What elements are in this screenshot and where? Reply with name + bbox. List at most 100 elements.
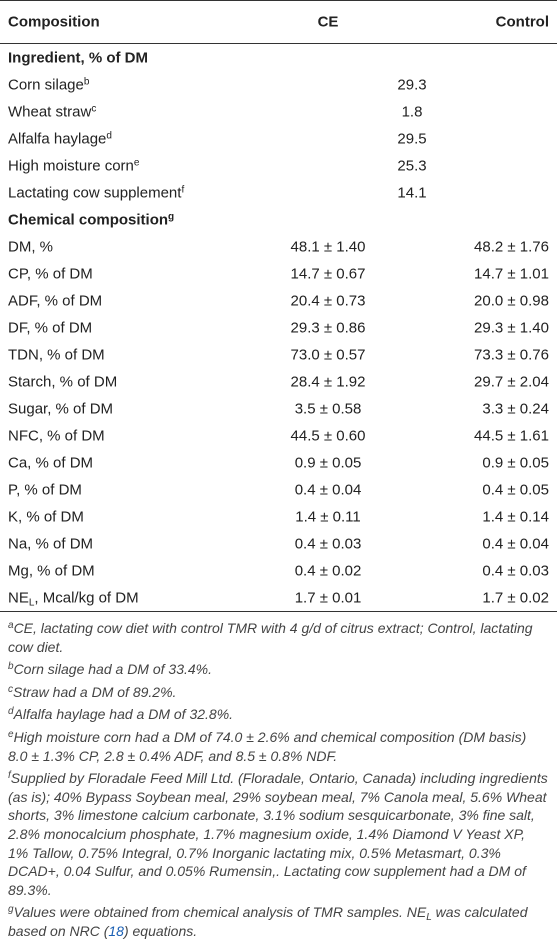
footnote-mark: b bbox=[8, 661, 14, 673]
cell-ce: 14.7 ± 0.67 bbox=[290, 265, 366, 282]
table-row: NEL, Mcal/kg of DM 1.7 ± 0.01 1.7 ± 0.02 bbox=[0, 584, 557, 611]
footnote-text: High moisture corn had a DM of 74.0 ± 2.… bbox=[8, 728, 527, 764]
cell-ce: 28.4 ± 1.92 bbox=[290, 373, 366, 390]
table-row: CP, % of DM 14.7 ± 0.67 14.7 ± 1.01 bbox=[0, 260, 557, 287]
row-label: CP, % of DM bbox=[8, 265, 93, 282]
row-label-text: Starch, % of DM bbox=[8, 373, 118, 390]
footnote: dAlfalfa haylage had a DM of 32.8%. bbox=[8, 705, 549, 724]
row-label-text: , Mcal/kg of DM bbox=[34, 589, 139, 606]
row-label-text: Sugar, % of DM bbox=[8, 400, 114, 417]
row-label: Sugar, % of DM bbox=[8, 400, 113, 417]
table-row: Ca, % of DM 0.9 ± 0.05 0.9 ± 0.05 bbox=[0, 449, 557, 476]
footnote: bCorn silage had a DM of 33.4%. bbox=[8, 660, 549, 679]
footnote-mark: d bbox=[8, 706, 14, 718]
table: Composition CE Control Ingredient, % of … bbox=[0, 0, 557, 612]
row-label: K, % of DM bbox=[8, 508, 84, 525]
cell-value: 14.1 bbox=[397, 184, 427, 201]
cell-control: 1.4 ± 0.14 bbox=[482, 508, 549, 525]
cell-control: 73.3 ± 0.76 bbox=[474, 346, 549, 363]
cell-control: 29.3 ± 1.40 bbox=[474, 319, 549, 336]
footnote: eHigh moisture corn had a DM of 74.0 ± 2… bbox=[8, 728, 549, 765]
table-row: Na, % of DM 0.4 ± 0.03 0.4 ± 0.04 bbox=[0, 530, 557, 557]
row-label-text: CP, % of DM bbox=[8, 265, 93, 282]
row-label: Wheat strawc bbox=[8, 103, 96, 120]
cell-value: 29.3 bbox=[397, 76, 427, 93]
footnote: fSupplied by Floradale Feed Mill Ltd. (F… bbox=[8, 769, 549, 899]
cell-control: 0.9 ± 0.05 bbox=[482, 454, 549, 471]
row-label-text: ADF, % of DM bbox=[8, 292, 103, 309]
row-label-text: Lactating cow supplement bbox=[8, 184, 182, 201]
cell-control: 0.4 ± 0.05 bbox=[482, 481, 549, 498]
row-label-text: P, % of DM bbox=[8, 481, 82, 498]
footnote-mark: a bbox=[8, 620, 14, 631]
table-row: Alfalfa haylaged 29.5 bbox=[0, 125, 557, 152]
superscript: f bbox=[181, 184, 185, 195]
row-label-text: Corn silage bbox=[8, 76, 84, 93]
section-row: Ingredient, % of DM bbox=[0, 44, 557, 71]
row-label-text: NFC, % of DM bbox=[8, 427, 105, 444]
cell-ce: 1.7 ± 0.01 bbox=[294, 589, 362, 606]
superscript: c bbox=[91, 103, 97, 114]
section-title-text: Ingredient, % of DM bbox=[8, 49, 148, 66]
footnote: gValues were obtained from chemical anal… bbox=[8, 903, 549, 940]
row-label-text: DM, % bbox=[8, 238, 53, 255]
row-label: TDN, % of DM bbox=[8, 346, 105, 363]
superscript: b bbox=[83, 76, 90, 87]
row-label-text: Wheat straw bbox=[8, 103, 92, 120]
row-label-text: K, % of DM bbox=[8, 508, 84, 525]
row-label-text: High moisture corn bbox=[8, 157, 134, 174]
footnote: aCE, lactating cow diet with control TMR… bbox=[8, 619, 549, 656]
section-row: Chemical compositiong bbox=[0, 206, 557, 233]
row-label: Corn silageb bbox=[8, 76, 89, 93]
footnote-text: CE, lactating cow diet with control TMR … bbox=[8, 620, 533, 655]
row-label-text: NE bbox=[8, 589, 29, 606]
row-label: Na, % of DM bbox=[8, 535, 93, 552]
cell-control: 29.7 ± 2.04 bbox=[474, 373, 549, 390]
cell-ce: 20.4 ± 0.73 bbox=[290, 292, 366, 309]
row-label: Mg, % of DM bbox=[8, 562, 95, 579]
table-row: Sugar, % of DM 3.5 ± 0.58 3.3 ± 0.24 bbox=[0, 395, 557, 422]
reference-link[interactable]: 18 bbox=[108, 922, 124, 939]
section-title-text: Chemical composition bbox=[8, 211, 169, 228]
row-label: High moisture corne bbox=[8, 157, 139, 174]
row-label-text: Alfalfa haylage bbox=[8, 130, 107, 147]
footnote-text: Values were obtained from chemical analy… bbox=[13, 904, 427, 921]
row-label-text: Ca, % of DM bbox=[8, 454, 94, 471]
row-label: Starch, % of DM bbox=[8, 373, 117, 390]
cell-ce: 29.3 ± 0.86 bbox=[290, 319, 366, 336]
cell-value: 29.5 bbox=[397, 130, 427, 147]
row-label-text: Mg, % of DM bbox=[8, 562, 95, 579]
row-label: Ca, % of DM bbox=[8, 454, 93, 471]
row-label: ADF, % of DM bbox=[8, 292, 102, 309]
footnotes: aCE, lactating cow diet with control TMR… bbox=[8, 619, 549, 945]
table-row: Wheat strawc 1.8 bbox=[0, 98, 557, 125]
footnote: cStraw had a DM of 89.2%. bbox=[8, 683, 549, 702]
row-label: Alfalfa haylaged bbox=[8, 130, 112, 147]
table-row: Mg, % of DM 0.4 ± 0.02 0.4 ± 0.03 bbox=[0, 557, 557, 584]
row-label-text: TDN, % of DM bbox=[8, 346, 105, 363]
cell-ce: 44.5 ± 0.60 bbox=[290, 427, 366, 444]
row-label: P, % of DM bbox=[8, 481, 82, 498]
cell-ce: 1.4 ± 0.11 bbox=[295, 508, 361, 525]
subscript: L bbox=[426, 912, 432, 924]
cell-ce: 73.0 ± 0.57 bbox=[290, 346, 366, 363]
cell-control: 3.3 ± 0.24 bbox=[482, 400, 549, 417]
cell-ce: 0.4 ± 0.02 bbox=[294, 562, 362, 579]
footnote-text: Corn silage had a DM of 33.4%. bbox=[13, 661, 213, 678]
cell-ce: 0.4 ± 0.03 bbox=[294, 535, 362, 552]
footnote-text: Straw had a DM of 89.2%. bbox=[13, 683, 177, 700]
footnote-mark: f bbox=[8, 770, 11, 782]
cell-value: 1.8 bbox=[401, 103, 423, 120]
footnote-mark: c bbox=[8, 683, 13, 695]
footnote-text: Supplied by Floradale Feed Mill Ltd. (Fl… bbox=[8, 770, 548, 898]
header-row: Composition CE Control bbox=[0, 1, 557, 44]
table-body: Ingredient, % of DM Corn silageb 29.3 Wheat… bbox=[0, 44, 557, 611]
row-label: DM, % bbox=[8, 238, 53, 255]
cell-control: 20.0 ± 0.98 bbox=[474, 292, 549, 309]
table-row: K, % of DM 1.4 ± 0.11 1.4 ± 0.14 bbox=[0, 503, 557, 530]
footnote-mark: g bbox=[8, 904, 14, 916]
row-label: NEL, Mcal/kg of DM bbox=[8, 589, 139, 608]
cell-ce: 3.5 ± 0.58 bbox=[294, 400, 362, 417]
header-cell: Composition bbox=[8, 13, 100, 31]
